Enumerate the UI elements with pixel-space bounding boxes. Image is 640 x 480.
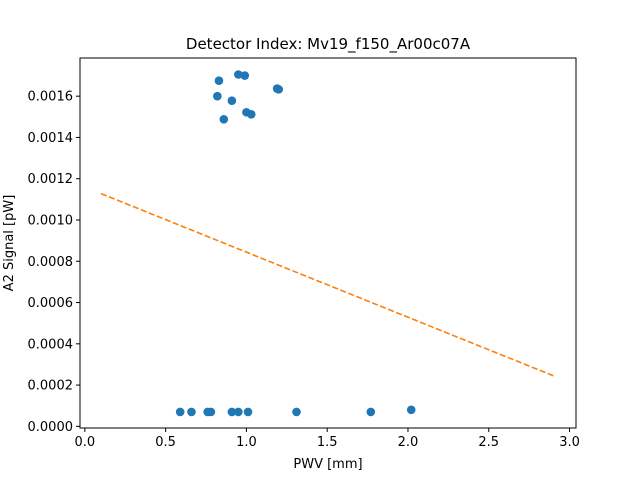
data-point	[228, 96, 237, 105]
chart-background	[0, 0, 640, 480]
data-point	[247, 110, 256, 119]
data-point	[176, 408, 185, 417]
data-point	[240, 71, 249, 80]
chart-title: Detector Index: Mv19_f150_Ar00c07A	[186, 35, 471, 54]
data-point	[187, 408, 196, 417]
data-point	[234, 408, 243, 417]
y-tick-label: 0.0004	[28, 337, 74, 352]
x-tick-label: 0.5	[155, 435, 176, 450]
y-tick-label: 0.0010	[28, 213, 74, 228]
data-point	[215, 76, 224, 85]
y-tick-label: 0.0008	[28, 255, 74, 270]
chart: 0.0 0.5 1.0 1.5 2.0 2.5 3.0 0.0000 0.0002 0.0004 0…	[0, 0, 640, 480]
y-tick-label: 0.0012	[28, 172, 74, 187]
data-point	[207, 408, 216, 417]
y-tick-label: 0.0000	[28, 420, 74, 435]
data-point	[292, 408, 301, 417]
data-point	[213, 92, 222, 101]
data-point	[274, 85, 283, 94]
x-tick-label: 0.0	[75, 435, 96, 450]
y-tick-label: 0.0014	[28, 131, 74, 146]
x-tick-label: 1.5	[317, 435, 338, 450]
data-point	[367, 408, 376, 417]
data-point	[219, 115, 228, 124]
x-tick-label: 2.5	[478, 435, 499, 450]
x-tick-label: 1.0	[236, 435, 257, 450]
x-tick-label: 2.0	[398, 435, 419, 450]
x-tick-label: 3.0	[559, 435, 580, 450]
y-axis-label: A2 Signal [pW]	[2, 195, 17, 292]
data-point	[244, 408, 253, 417]
x-axis-label: PWV [mm]	[293, 457, 362, 472]
y-tick-label: 0.0002	[28, 379, 74, 394]
y-tick-label: 0.0006	[28, 296, 74, 311]
y-tick-label: 0.0016	[28, 90, 74, 105]
data-point	[407, 406, 416, 415]
